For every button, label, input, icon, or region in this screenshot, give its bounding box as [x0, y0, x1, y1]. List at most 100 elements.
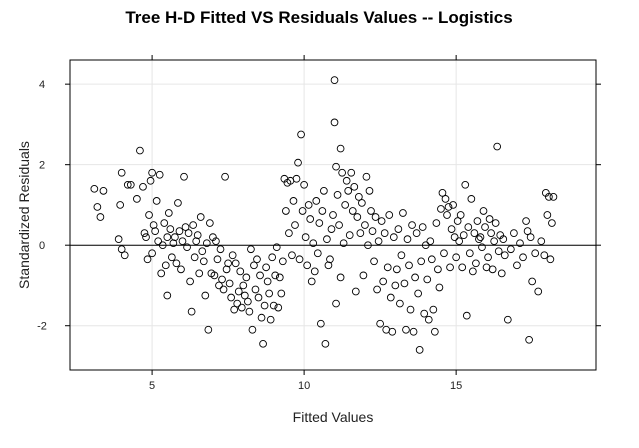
- data-point: [142, 233, 150, 241]
- data-point: [388, 327, 397, 336]
- data-point: [202, 239, 211, 248]
- data-point: [93, 203, 102, 211]
- data-point: [449, 201, 457, 209]
- data-point: [446, 263, 454, 272]
- data-point: [332, 162, 340, 171]
- data-point: [537, 237, 546, 246]
- y-tick-label: -2: [37, 321, 47, 333]
- data-point: [316, 319, 325, 328]
- data-point: [383, 263, 392, 272]
- data-point: [472, 259, 480, 268]
- data-point: [184, 229, 193, 237]
- data-point: [379, 277, 388, 286]
- data-point: [320, 186, 328, 195]
- data-point: [309, 239, 318, 248]
- data-point: [365, 186, 374, 195]
- data-point: [469, 267, 477, 276]
- data-point: [327, 225, 336, 233]
- data-point: [250, 261, 258, 270]
- data-point: [500, 251, 509, 260]
- data-point: [391, 281, 400, 290]
- data-point: [332, 299, 340, 308]
- data-point: [324, 261, 333, 270]
- data-point: [478, 243, 486, 252]
- data-point: [403, 235, 412, 244]
- data-point: [268, 253, 277, 262]
- data-point: [417, 257, 426, 266]
- data-point: [148, 249, 156, 258]
- data-point: [503, 315, 512, 324]
- data-point: [230, 305, 239, 314]
- data-point: [364, 241, 372, 250]
- data-point: [522, 217, 530, 225]
- data-point: [443, 211, 451, 219]
- data-point: [140, 229, 149, 237]
- chart-title: Tree H-D Fitted VS Residuals Values -- L…: [125, 8, 512, 27]
- data-point: [298, 207, 307, 215]
- data-point: [490, 237, 498, 246]
- data-point: [187, 307, 196, 316]
- data-point: [399, 209, 407, 217]
- data-point: [427, 255, 436, 264]
- data-point: [99, 186, 108, 195]
- data-point: [301, 233, 310, 241]
- data-point: [437, 205, 445, 213]
- data-point: [464, 223, 473, 231]
- data-point: [313, 249, 322, 258]
- data-point: [291, 221, 299, 229]
- data-point: [438, 189, 447, 197]
- data-point: [181, 223, 190, 231]
- data-point: [493, 142, 502, 151]
- data-point: [196, 213, 205, 221]
- data-point: [145, 211, 153, 219]
- data-point: [345, 231, 354, 239]
- data-point: [215, 281, 223, 290]
- data-point: [96, 213, 105, 221]
- data-point: [254, 293, 263, 302]
- data-point: [358, 199, 366, 207]
- data-point: [339, 239, 348, 248]
- x-tick-label: 5: [149, 380, 155, 392]
- data-point: [300, 180, 308, 189]
- data-point: [239, 281, 248, 290]
- data-point: [321, 339, 330, 348]
- axis-ticks: 5 10 15 -2 0 2 4: [37, 55, 601, 392]
- data-point: [186, 277, 194, 286]
- data-point: [499, 235, 508, 244]
- data-point: [368, 227, 377, 235]
- data-point: [269, 301, 278, 310]
- data-point: [228, 251, 237, 260]
- data-point: [528, 277, 537, 286]
- data-point: [333, 191, 342, 199]
- data-point: [195, 269, 204, 278]
- data-point: [227, 293, 235, 302]
- data-point: [434, 265, 442, 274]
- data-point: [256, 271, 264, 280]
- data-point: [411, 273, 419, 282]
- data-point: [426, 237, 435, 246]
- data-point: [400, 279, 409, 288]
- data-point: [183, 243, 191, 252]
- data-point: [516, 239, 524, 248]
- data-point: [467, 195, 476, 203]
- data-point: [275, 273, 284, 282]
- data-point: [371, 213, 380, 221]
- data-point: [491, 219, 500, 227]
- data-point: [251, 285, 260, 294]
- data-point: [163, 291, 172, 300]
- data-point: [455, 237, 464, 246]
- data-point: [347, 168, 356, 177]
- data-point: [151, 227, 159, 235]
- data-point: [326, 255, 334, 264]
- data-point: [193, 231, 202, 239]
- data-point: [487, 229, 495, 237]
- data-point: [160, 219, 169, 227]
- data-point: [386, 293, 395, 302]
- data-point: [458, 263, 467, 272]
- data-point: [453, 217, 462, 225]
- data-point: [461, 180, 470, 189]
- data-point: [392, 265, 401, 274]
- data-point: [262, 263, 270, 272]
- plot-frame: [69, 59, 597, 371]
